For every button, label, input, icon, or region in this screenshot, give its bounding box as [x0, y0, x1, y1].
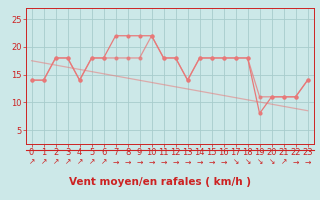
Text: →: → [124, 158, 131, 166]
Text: →: → [196, 158, 203, 166]
Text: →: → [304, 158, 311, 166]
Text: Vent moyen/en rafales ( km/h ): Vent moyen/en rafales ( km/h ) [69, 177, 251, 187]
Text: →: → [148, 158, 155, 166]
Text: →: → [160, 158, 167, 166]
Text: ↗: ↗ [100, 158, 107, 166]
Text: ↗: ↗ [40, 158, 47, 166]
Text: →: → [112, 158, 119, 166]
Text: ↘: ↘ [268, 158, 275, 166]
Text: →: → [220, 158, 227, 166]
Text: →: → [172, 158, 179, 166]
Text: →: → [292, 158, 299, 166]
Text: ↘: ↘ [232, 158, 239, 166]
Text: ↗: ↗ [52, 158, 59, 166]
Text: ↘: ↘ [244, 158, 251, 166]
Text: ↗: ↗ [76, 158, 83, 166]
Text: →: → [208, 158, 215, 166]
Text: ↗: ↗ [64, 158, 71, 166]
Text: ↘: ↘ [256, 158, 263, 166]
Text: →: → [136, 158, 143, 166]
Text: ↗: ↗ [28, 158, 35, 166]
Text: →: → [184, 158, 191, 166]
Text: ↗: ↗ [88, 158, 95, 166]
Text: ↗: ↗ [280, 158, 287, 166]
